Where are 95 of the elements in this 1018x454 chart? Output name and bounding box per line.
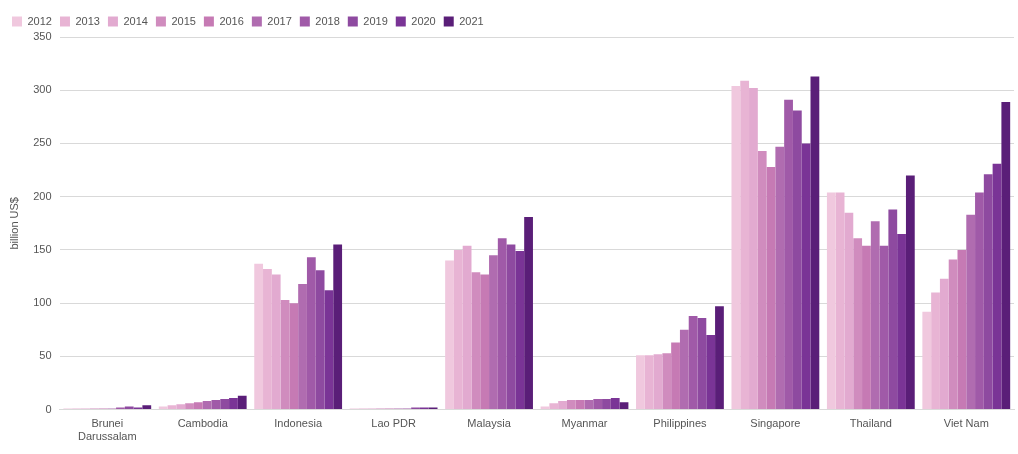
legend-label: 2021 <box>459 14 484 27</box>
bar <box>792 110 802 410</box>
x-tick-label: Cambodia <box>177 417 229 430</box>
bar <box>566 400 576 410</box>
x-tick-label: Myanmar <box>561 417 608 430</box>
bar <box>619 402 629 410</box>
bar <box>853 238 863 410</box>
bar <box>766 166 776 410</box>
bar <box>202 401 212 410</box>
bar <box>306 257 316 410</box>
y-tick-label: 100 <box>33 296 52 309</box>
y-tick-label: 250 <box>33 136 52 149</box>
bar <box>333 244 343 410</box>
legend-label: 2018 <box>315 14 340 27</box>
bar <box>193 402 203 410</box>
bar <box>957 249 967 410</box>
bar <box>801 143 811 410</box>
bar <box>471 272 481 410</box>
bar <box>671 342 680 410</box>
x-tick-label: Philippines <box>653 417 708 430</box>
bar <box>966 214 976 410</box>
x-tick-label: Indonesia <box>274 417 323 430</box>
bar <box>124 406 134 410</box>
bar <box>862 245 871 410</box>
bar <box>636 355 645 410</box>
bar <box>540 406 550 410</box>
y-axis-title: billion US$ <box>7 197 20 250</box>
bar <box>220 398 230 410</box>
bar <box>584 400 594 410</box>
bar <box>489 255 498 410</box>
legend-label: 2020 <box>411 14 436 27</box>
bar <box>662 353 672 410</box>
bar <box>515 250 525 410</box>
bar <box>497 238 507 410</box>
bar <box>185 403 194 410</box>
bar <box>888 209 898 410</box>
legend-label: 2012 <box>27 14 52 27</box>
bar <box>983 174 993 410</box>
bar <box>593 398 603 410</box>
bar <box>610 397 620 410</box>
bar <box>992 163 1002 410</box>
bar <box>575 400 585 410</box>
bar <box>897 233 906 410</box>
legend-label: 2019 <box>363 14 388 27</box>
y-tick-label: 0 <box>45 402 52 415</box>
bar <box>280 299 290 410</box>
bar <box>254 263 264 410</box>
bar <box>975 192 984 410</box>
bar <box>826 192 836 410</box>
bar <box>784 99 793 410</box>
bar <box>298 283 307 410</box>
bar <box>1001 101 1011 410</box>
x-tick-label: Lao PDR <box>371 417 416 430</box>
bar <box>688 315 698 410</box>
x-tick-label: Viet Nam <box>943 417 989 430</box>
bar <box>731 85 741 410</box>
bar <box>697 318 707 410</box>
bar <box>289 303 299 410</box>
y-tick-label: 50 <box>39 349 52 362</box>
y-tick-label: 300 <box>33 83 52 96</box>
bar <box>715 306 724 410</box>
bar <box>445 260 454 410</box>
bar <box>211 400 221 410</box>
y-tick-label: 150 <box>33 242 52 255</box>
bar <box>324 290 334 410</box>
bar <box>602 398 611 410</box>
legend-label: 2013 <box>75 14 100 27</box>
bar <box>142 405 152 410</box>
bar <box>524 216 533 410</box>
x-tick-label: Singapore <box>750 417 801 430</box>
y-tick-label: 200 <box>33 189 52 202</box>
legend-label: 2016 <box>219 14 244 27</box>
bar <box>237 395 247 410</box>
bar <box>506 244 516 410</box>
bar <box>229 397 238 410</box>
x-tick-label: Brunei Darussalam <box>77 417 137 443</box>
bar <box>480 274 490 410</box>
legend-label: 2015 <box>171 14 196 27</box>
legend-label: 2014 <box>123 14 148 27</box>
legend-label: 2017 <box>267 14 292 27</box>
y-tick-label: 350 <box>33 30 52 43</box>
bar <box>706 335 716 410</box>
bar <box>315 270 325 410</box>
bar <box>879 245 889 410</box>
bar <box>158 406 168 410</box>
bar <box>948 259 958 410</box>
bar <box>905 175 915 410</box>
x-tick-label: Thailand <box>849 417 892 430</box>
bar <box>679 329 689 410</box>
bar <box>810 76 820 410</box>
bar <box>922 311 932 410</box>
x-tick-label: Malaysia <box>467 417 512 430</box>
bar <box>775 146 785 410</box>
bar <box>757 150 767 410</box>
bar <box>870 221 880 410</box>
